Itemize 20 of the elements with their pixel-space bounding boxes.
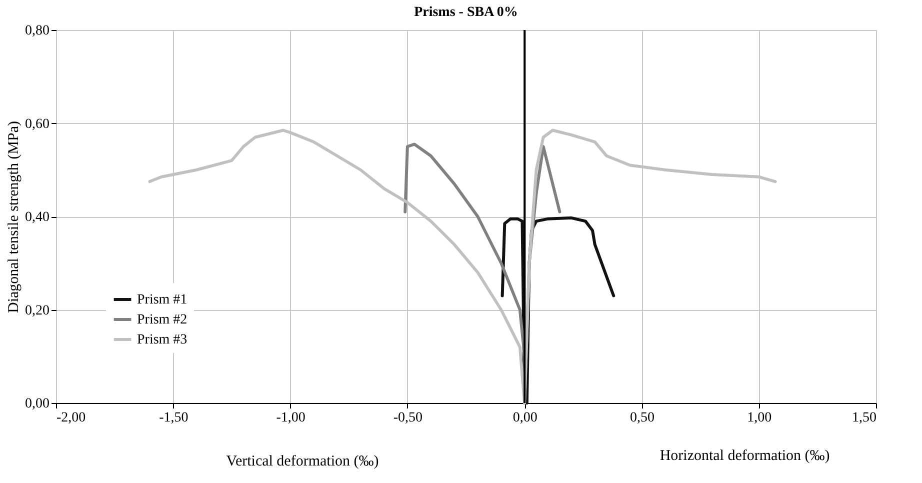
x-tick-label: -0,50 [393, 410, 423, 426]
legend-label: Prism #2 [137, 312, 188, 328]
y-axis-title: Diagonal tensile strength (MPa) [6, 120, 22, 314]
y-tick-label: 0,20 [25, 303, 50, 318]
text: Horizontal deformation (‰) [660, 448, 830, 464]
y-tick-label: 0,40 [25, 210, 50, 225]
x-tick-label: 0,00 [512, 410, 538, 426]
x-tick-label: -1,00 [276, 410, 306, 426]
x-tick-label: -2,00 [56, 410, 86, 426]
chart-title: Prisms - SBA 0% [414, 5, 518, 20]
x-tick-label: 1,00 [747, 410, 772, 426]
legend-label: Prism #1 [137, 292, 188, 308]
legend-label: Prism #3 [137, 332, 188, 348]
x-tick-label: -1,50 [159, 410, 188, 426]
y-tick-label: 0,60 [25, 116, 50, 132]
x-tick-label: 1,50 [852, 410, 876, 426]
x-axis-title: Vertical deformation (‰) [226, 454, 379, 470]
y-tick-label: 0,00 [25, 396, 50, 412]
y-tick-label: 0,80 [25, 24, 50, 38]
x-tick-label: 0,50 [630, 410, 654, 426]
